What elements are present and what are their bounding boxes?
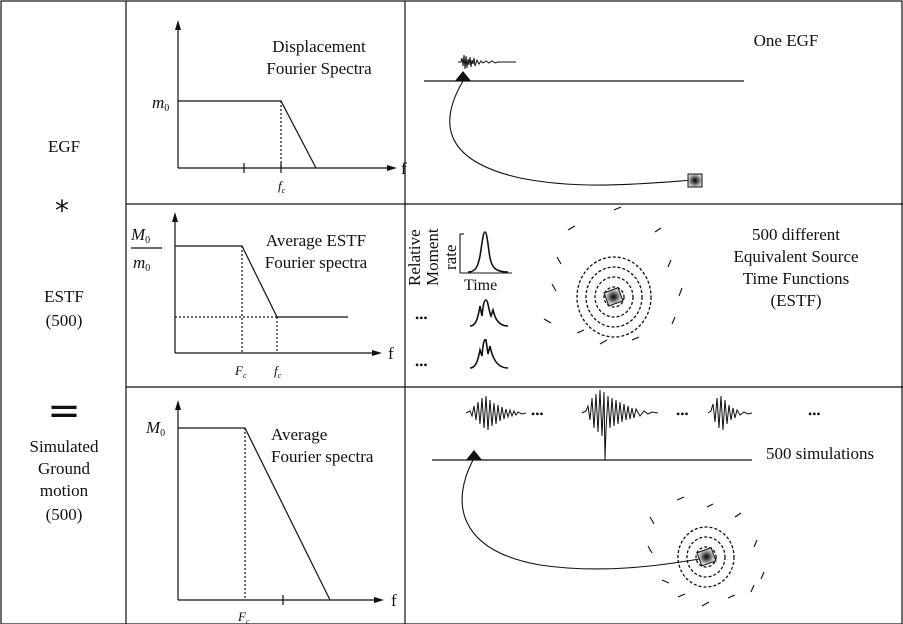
row1-spectrum-title-2: Fourier Spectra bbox=[266, 59, 372, 78]
row3-ray-path bbox=[461, 459, 706, 570]
row2-corner2-label: fc bbox=[274, 363, 282, 380]
row2-spectrum-title-1: Average ESTF bbox=[266, 231, 366, 250]
row2-spectrum-title-2: Fourier spectra bbox=[265, 253, 368, 272]
row2-right-line1: 500 different bbox=[752, 225, 840, 244]
row2-ellipsis-1: ••• bbox=[415, 311, 428, 325]
row3-rupture-pattern bbox=[647, 496, 765, 607]
row3-spectrum-title-1: Average bbox=[271, 425, 327, 444]
row3-station-triangle bbox=[466, 450, 482, 460]
sim-line1: Simulated bbox=[30, 437, 99, 456]
row2-stf-ylabel-2: Moment bbox=[423, 228, 442, 286]
row2-spectrum-curve bbox=[175, 245, 348, 318]
row1-right-title: One EGF bbox=[754, 31, 819, 50]
row3-spectrum-plot bbox=[175, 400, 384, 605]
sim-line3: motion bbox=[40, 481, 89, 500]
row2-stf-xlabel: Time bbox=[464, 277, 497, 294]
estf-count: (500) bbox=[46, 311, 83, 330]
row3-waveform-2 bbox=[581, 389, 659, 461]
row2-spectrum-plot bbox=[172, 212, 382, 356]
sim-line2: Ground bbox=[38, 459, 90, 478]
row2-corner1-label: Fc bbox=[234, 363, 247, 380]
row2-ratio-label: M0 m0 bbox=[130, 225, 162, 274]
svg-text:M0: M0 bbox=[130, 225, 150, 246]
row1-spectrum-curve bbox=[178, 100, 317, 169]
egf-label: EGF bbox=[48, 137, 80, 156]
row3-freq-label: f bbox=[391, 591, 397, 610]
row3-ellipsis-1: ••• bbox=[531, 407, 544, 421]
row2-stf-pulse-1 bbox=[467, 231, 509, 273]
sim-count: (500) bbox=[46, 505, 83, 524]
row1-ray-path bbox=[449, 80, 695, 186]
row1-spectrum-plot bbox=[175, 20, 397, 173]
row3-waveform-3 bbox=[707, 395, 753, 431]
row2-ellipsis-2: ••• bbox=[415, 358, 428, 372]
convolve-symbol: * bbox=[55, 194, 69, 227]
row3-right-label: 500 simulations bbox=[766, 444, 874, 463]
row2-stf-pulse-3 bbox=[469, 338, 509, 369]
svg-text:m0: m0 bbox=[133, 253, 150, 274]
row3-level-label: M0 bbox=[145, 418, 165, 439]
left-column: EGF * ESTF (500) = Simulated Ground moti… bbox=[30, 137, 99, 524]
row2-freq-label: f bbox=[388, 344, 394, 363]
row1-egf-waveform bbox=[458, 54, 516, 70]
row2-right-line3: Time Functions bbox=[743, 269, 850, 288]
row2-rupture-pattern bbox=[543, 206, 683, 345]
row2-stf-axes bbox=[459, 233, 512, 274]
row1-egf-scene bbox=[424, 54, 744, 188]
row1-station-triangle bbox=[455, 71, 471, 81]
estf-label: ESTF bbox=[44, 287, 84, 306]
row2-right-line4: (ESTF) bbox=[771, 291, 822, 310]
row1-spectrum-title-1: Displacement bbox=[272, 37, 366, 56]
row3-ellipsis-3: ••• bbox=[808, 407, 821, 421]
row2-stf-ylabel-3: rate bbox=[441, 245, 460, 270]
row3-simulation-scene: ••• ••• ••• bbox=[432, 389, 821, 607]
row3-spectrum-title-2: Fourier spectra bbox=[271, 447, 374, 466]
row1-corner-label: fc bbox=[278, 178, 286, 195]
equals-symbol: = bbox=[47, 388, 81, 434]
row2-source-box bbox=[603, 287, 624, 307]
row2-stf-pulse-2 bbox=[469, 299, 509, 327]
row2-right-line2: Equivalent Source bbox=[733, 247, 858, 266]
row3-corner-label: Fc bbox=[237, 609, 250, 624]
row3-ellipsis-2: ••• bbox=[676, 407, 689, 421]
row1-source-box bbox=[687, 173, 703, 188]
row1-level-label: m0 bbox=[152, 93, 169, 114]
row3-source-box bbox=[696, 547, 717, 567]
row3-waveform-1 bbox=[465, 395, 527, 431]
row2-stf-ylabel-1: Relative bbox=[405, 229, 424, 286]
row1-freq-label: f bbox=[401, 159, 407, 178]
